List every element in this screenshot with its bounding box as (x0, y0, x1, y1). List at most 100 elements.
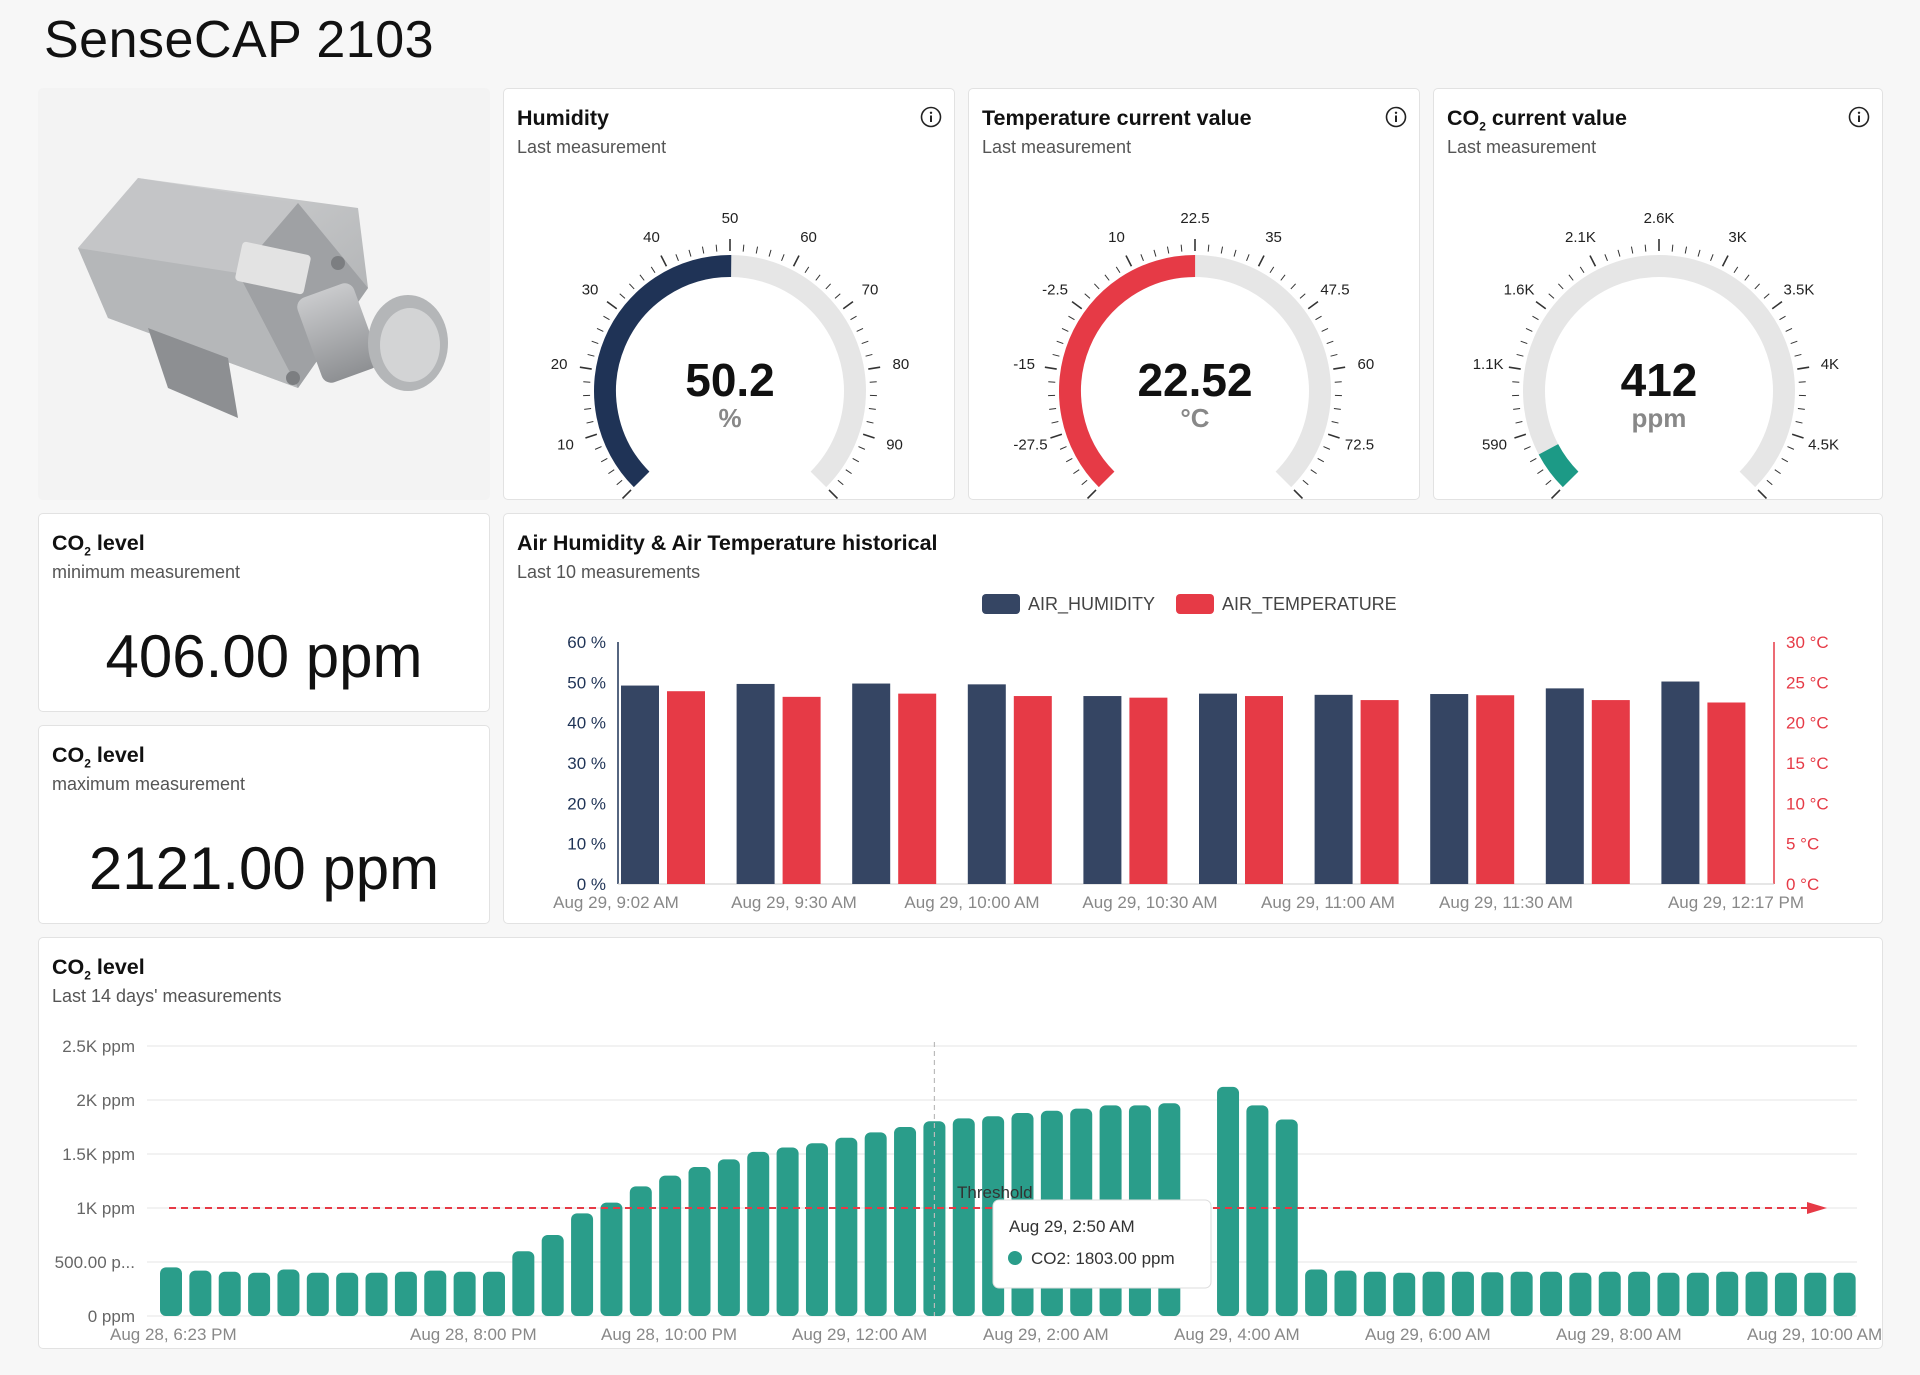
y-right-tick-label: 25 °C (1786, 673, 1829, 692)
threshold-arrow (1807, 1202, 1827, 1214)
legend-label: AIR_TEMPERATURE (1222, 594, 1397, 615)
gauge-tick-label: 10 (557, 436, 574, 453)
y-tick-label: 0 ppm (88, 1307, 135, 1326)
y-right-tick-label: 20 °C (1786, 714, 1829, 733)
co2-bar (160, 1267, 182, 1316)
gauge-tick (1071, 301, 1083, 310)
gauge-value-arc (1538, 443, 1579, 488)
card-title: Humidity (517, 106, 609, 130)
gauge-tick-label: 60 (800, 229, 817, 246)
humidity-bar (1430, 694, 1469, 884)
co2-bar (894, 1127, 917, 1316)
gauge-tick (660, 255, 668, 267)
tooltip-swatch (1008, 1251, 1022, 1265)
co2-bar (336, 1272, 359, 1316)
info-icon[interactable] (1385, 106, 1407, 128)
temperature-bar (1013, 696, 1052, 884)
gauge-tick (861, 340, 869, 345)
co2-bar (1393, 1272, 1416, 1316)
gauge-tick (1535, 301, 1547, 310)
card-title: CO2 level (52, 531, 145, 559)
co2-max-card: CO2 level maximum measurement 2121.00 pp… (38, 725, 490, 924)
humidity-bar (621, 685, 659, 884)
gauge-tick (1269, 266, 1275, 274)
gauge-tick (600, 458, 608, 463)
co2-bar (365, 1272, 388, 1316)
gauge-tick (1754, 283, 1760, 290)
humidity-bar (736, 683, 775, 884)
gauge-tick-label: 72.5 (1345, 436, 1374, 453)
x-tick-label: Aug 28, 8:00 PM (410, 1325, 537, 1344)
gauge-tick-label: 1.6K (1504, 281, 1535, 298)
gauge-tick (1290, 283, 1296, 290)
co2-bar (541, 1235, 564, 1316)
card-title: Air Humidity & Air Temperature historica… (517, 531, 938, 555)
gauge-tick (585, 433, 598, 439)
gauge-tick (1044, 366, 1057, 370)
co2-bar (923, 1121, 946, 1316)
gauge-tick-label: 50 (722, 210, 739, 227)
tooltip-time: Aug 29, 2:50 AM (1009, 1217, 1135, 1236)
gauge-unit: ppm (1632, 403, 1687, 433)
card-title: CO2 level (52, 743, 145, 771)
x-tick-label: Aug 29, 2:00 AM (983, 1325, 1109, 1344)
info-icon[interactable] (920, 106, 942, 128)
co2-bar (1246, 1105, 1269, 1316)
x-tick-label: Aug 29, 12:17 PM (1668, 893, 1804, 912)
gauge-tick-label: 590 (1482, 436, 1507, 453)
card-subtitle: maximum measurement (52, 774, 246, 794)
card-subtitle: Last 10 measurements (517, 562, 701, 582)
gauge-tick (629, 283, 635, 290)
gauge-tick (856, 327, 864, 332)
co2-bar (1540, 1271, 1563, 1316)
tooltip-box (992, 1199, 1212, 1289)
gauge-tick (1104, 274, 1110, 281)
gauge-tick (1084, 293, 1091, 299)
gauge-tick (1333, 366, 1346, 370)
y-left-tick-label: 30 % (567, 754, 606, 773)
gauge-tick (834, 293, 841, 299)
gauge-tick (1323, 446, 1331, 450)
co2-gauge: 1005901.1K1.6K2.1K2.6K3K3.5K4K4.5K5K412p… (1473, 210, 1839, 499)
gauge-tick-label: 2.1K (1565, 229, 1596, 246)
gauge-tick (815, 274, 821, 281)
gauge-tick-label: 3K (1728, 229, 1746, 246)
gauge-tick (619, 293, 626, 299)
gauge-tick (1790, 340, 1798, 345)
gauge-tick (1515, 421, 1523, 424)
gauge-tick (1327, 433, 1340, 439)
co2-bar-chart: 0 ppm 500.00 p... 1K ppm 1.5K ppm 2K ppm 2.5K… (55, 1037, 1883, 1344)
card-subtitle: Last measurement (1447, 137, 1597, 157)
gauge-tick (616, 479, 623, 486)
gauge-tick (1180, 244, 1183, 252)
gauge-tick (1310, 469, 1317, 475)
gauge-tick (742, 244, 745, 252)
y-left-tick-label: 50 % (567, 673, 606, 692)
gauge-tick (1794, 353, 1802, 357)
gauge-tick (1140, 254, 1144, 262)
gauge-tick (621, 489, 632, 499)
gauge-tick (1233, 249, 1237, 257)
gauge-tick (1795, 421, 1803, 424)
gauge-value-arc (594, 255, 732, 488)
legend-swatch (1176, 594, 1214, 614)
gauge-tick (1684, 246, 1688, 254)
gauge-tick (842, 301, 854, 310)
gauge-tick (688, 249, 692, 257)
gauge-value: 22.52 (1137, 354, 1252, 406)
co2-max-value: 2121.00 ppm (88, 835, 440, 902)
y-right-tick-label: 30 °C (1786, 633, 1829, 652)
page-title: SenseCAP 2103 (44, 11, 435, 69)
gauge-tick-label: 35 (1265, 229, 1282, 246)
card-subtitle: minimum measurement (52, 562, 241, 582)
co2-bar (1422, 1271, 1445, 1316)
co2-bar (1569, 1272, 1592, 1316)
humidity-gauge-card: Humidity Last measurement 01020304050607… (503, 88, 955, 500)
card-subtitle: Last measurement (517, 137, 667, 157)
gauge-tick-label: -2.5 (1042, 281, 1068, 298)
gauge-tick (1052, 353, 1060, 357)
gauge-tick (1059, 446, 1067, 450)
gauge-tick (1086, 489, 1097, 499)
info-icon[interactable] (1848, 106, 1870, 128)
gauge-tick (1051, 421, 1059, 424)
